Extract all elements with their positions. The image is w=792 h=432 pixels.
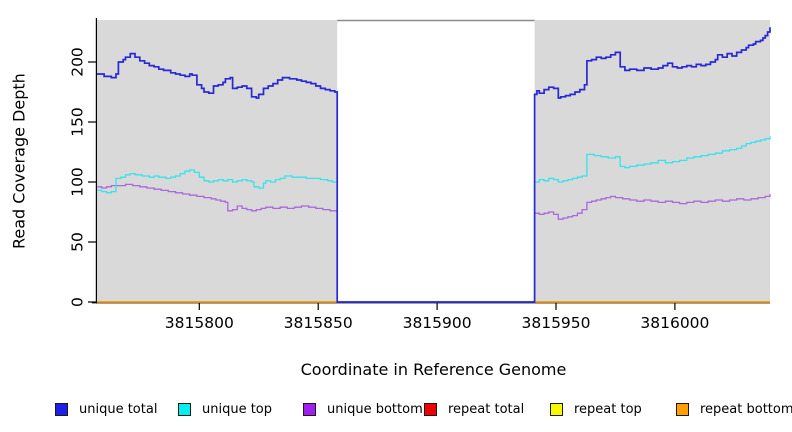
- svg-text:3815950: 3815950: [521, 314, 590, 332]
- legend-item-repeat-total: repeat total: [424, 399, 524, 419]
- repeat-bottom-swatch: [676, 402, 689, 416]
- legend-item-unique-top: unique top: [178, 399, 272, 419]
- y-axis-label: Read Coverage Depth: [9, 73, 29, 249]
- legend-label: repeat bottom: [700, 401, 792, 417]
- svg-text:100: 100: [69, 167, 87, 197]
- svg-text:50: 50: [69, 232, 87, 252]
- svg-text:3815850: 3815850: [284, 314, 353, 332]
- legend-label: repeat total: [448, 401, 525, 417]
- x-axis-label: Coordinate in Reference Genome: [300, 360, 567, 379]
- svg-text:0: 0: [69, 297, 87, 307]
- legend: unique total unique top unique bottom re…: [0, 399, 792, 423]
- repeat-top-swatch: [550, 402, 563, 416]
- legend-label: unique total: [79, 401, 158, 417]
- legend-item-unique-bottom: unique bottom: [303, 399, 423, 419]
- legend-label: unique bottom: [327, 401, 423, 417]
- legend-label: unique top: [202, 401, 273, 417]
- legend-item-unique-total: unique total: [55, 399, 157, 419]
- svg-text:150: 150: [69, 107, 87, 137]
- legend-label: repeat top: [574, 401, 642, 417]
- svg-text:3815800: 3815800: [165, 314, 234, 332]
- unique-top-swatch: [178, 402, 191, 416]
- legend-item-repeat-bottom: repeat bottom: [676, 399, 792, 419]
- repeat-total-swatch: [424, 402, 437, 416]
- unique-total-swatch: [55, 402, 68, 416]
- svg-text:3815900: 3815900: [403, 314, 472, 332]
- svg-text:200: 200: [69, 47, 87, 77]
- unique-bottom-swatch: [303, 402, 316, 416]
- legend-item-repeat-top: repeat top: [550, 399, 642, 419]
- svg-text:3816000: 3816000: [640, 314, 709, 332]
